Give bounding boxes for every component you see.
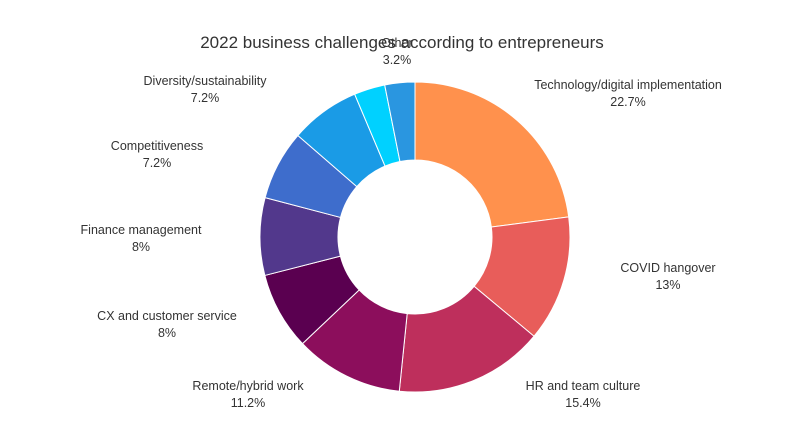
slice-label-other: Other bbox=[381, 36, 412, 50]
slice-value-competitiveness: 7.2% bbox=[143, 156, 172, 170]
slice-value-cx-and-customer-service: 8% bbox=[158, 326, 176, 340]
slice-label-competitiveness: Competitiveness bbox=[111, 139, 203, 153]
slice-label-hr-and-team-culture: HR and team culture bbox=[526, 379, 641, 393]
chart-title: 2022 business challenges according to en… bbox=[200, 33, 604, 52]
slice-label-covid-hangover: COVID hangover bbox=[620, 261, 715, 275]
slice-value-other: 3.2% bbox=[383, 53, 412, 67]
donut-slices bbox=[259, 81, 571, 393]
slice-labels: Technology/digital implementation 22.7% CO… bbox=[81, 36, 722, 410]
slice-label-cx-and-customer-service: CX and customer service bbox=[97, 309, 237, 323]
slice-value-diversity-sustainability: 7.2% bbox=[191, 91, 220, 105]
slice-value-finance-management: 8% bbox=[132, 240, 150, 254]
slice-label-technology-digital-implementation: Technology/digital implementation bbox=[534, 78, 722, 92]
slice-value-covid-hangover: 13% bbox=[655, 278, 680, 292]
slice-label-finance-management: Finance management bbox=[81, 223, 202, 237]
slice-label-remote-hybrid-work: Remote/hybrid work bbox=[192, 379, 304, 393]
slice-value-technology-digital-implementation: 22.7% bbox=[610, 95, 645, 109]
slice-value-remote-hybrid-work: 11.2% bbox=[231, 396, 266, 410]
slice-unlabeled bbox=[384, 81, 416, 163]
slice-label-diversity-sustainability: Diversity/sustainability bbox=[144, 74, 268, 88]
slice-value-hr-and-team-culture: 15.4% bbox=[565, 396, 600, 410]
slice-technology-digital-implementation bbox=[414, 81, 570, 228]
